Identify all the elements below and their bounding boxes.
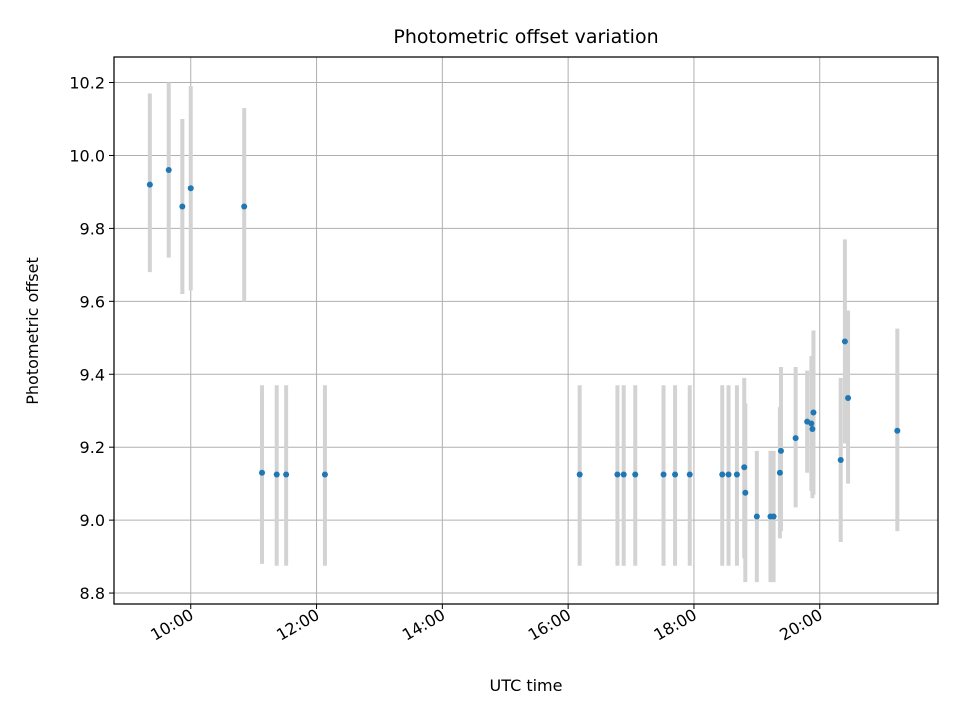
y-tick-label: 9.4 [80, 365, 105, 384]
data-point [777, 447, 784, 454]
data-point [632, 471, 639, 478]
y-tick-label: 9.2 [80, 438, 105, 457]
data-point [792, 435, 799, 442]
data-point [273, 471, 280, 478]
y-tick-label: 9.0 [80, 511, 105, 530]
data-point [776, 469, 783, 476]
data-point [672, 471, 679, 478]
y-axis-title: Photometric offset [23, 257, 42, 405]
data-point [321, 471, 328, 478]
data-point [809, 425, 816, 432]
data-point [741, 464, 748, 471]
data-point [719, 471, 726, 478]
data-point [576, 471, 583, 478]
data-point [770, 513, 777, 520]
data-point [660, 471, 667, 478]
data-point [283, 471, 290, 478]
x-axis-title: UTC time [490, 676, 563, 695]
data-point [841, 338, 848, 345]
data-point [742, 489, 749, 496]
y-tick-label: 9.8 [80, 219, 105, 238]
plot-frame [113, 56, 939, 605]
data-point [810, 409, 817, 416]
data-point [179, 203, 186, 210]
data-point [620, 471, 627, 478]
data-point [733, 471, 740, 478]
data-point [146, 181, 153, 188]
data-points [146, 167, 901, 520]
data-point [686, 471, 693, 478]
data-point [753, 513, 760, 520]
y-tick-label: 9.6 [80, 292, 105, 311]
data-point [845, 394, 852, 401]
data-point [725, 471, 732, 478]
data-point [808, 420, 815, 427]
y-tick-label: 8.8 [80, 584, 105, 603]
y-tick-label: 10.2 [69, 74, 105, 93]
data-point [241, 203, 248, 210]
chart-title: Photometric offset variation [393, 26, 658, 48]
data-point [894, 427, 901, 434]
y-axis-ticks: 8.8 9.0 9.2 9.4 9.6 9.8 10.0 10.2 [69, 74, 114, 603]
data-point [259, 469, 266, 476]
data-point [614, 471, 621, 478]
grid-lines [114, 57, 938, 604]
data-point [837, 456, 844, 463]
y-tick-label: 10.0 [69, 146, 105, 165]
data-point [165, 167, 172, 174]
data-point [187, 185, 194, 192]
